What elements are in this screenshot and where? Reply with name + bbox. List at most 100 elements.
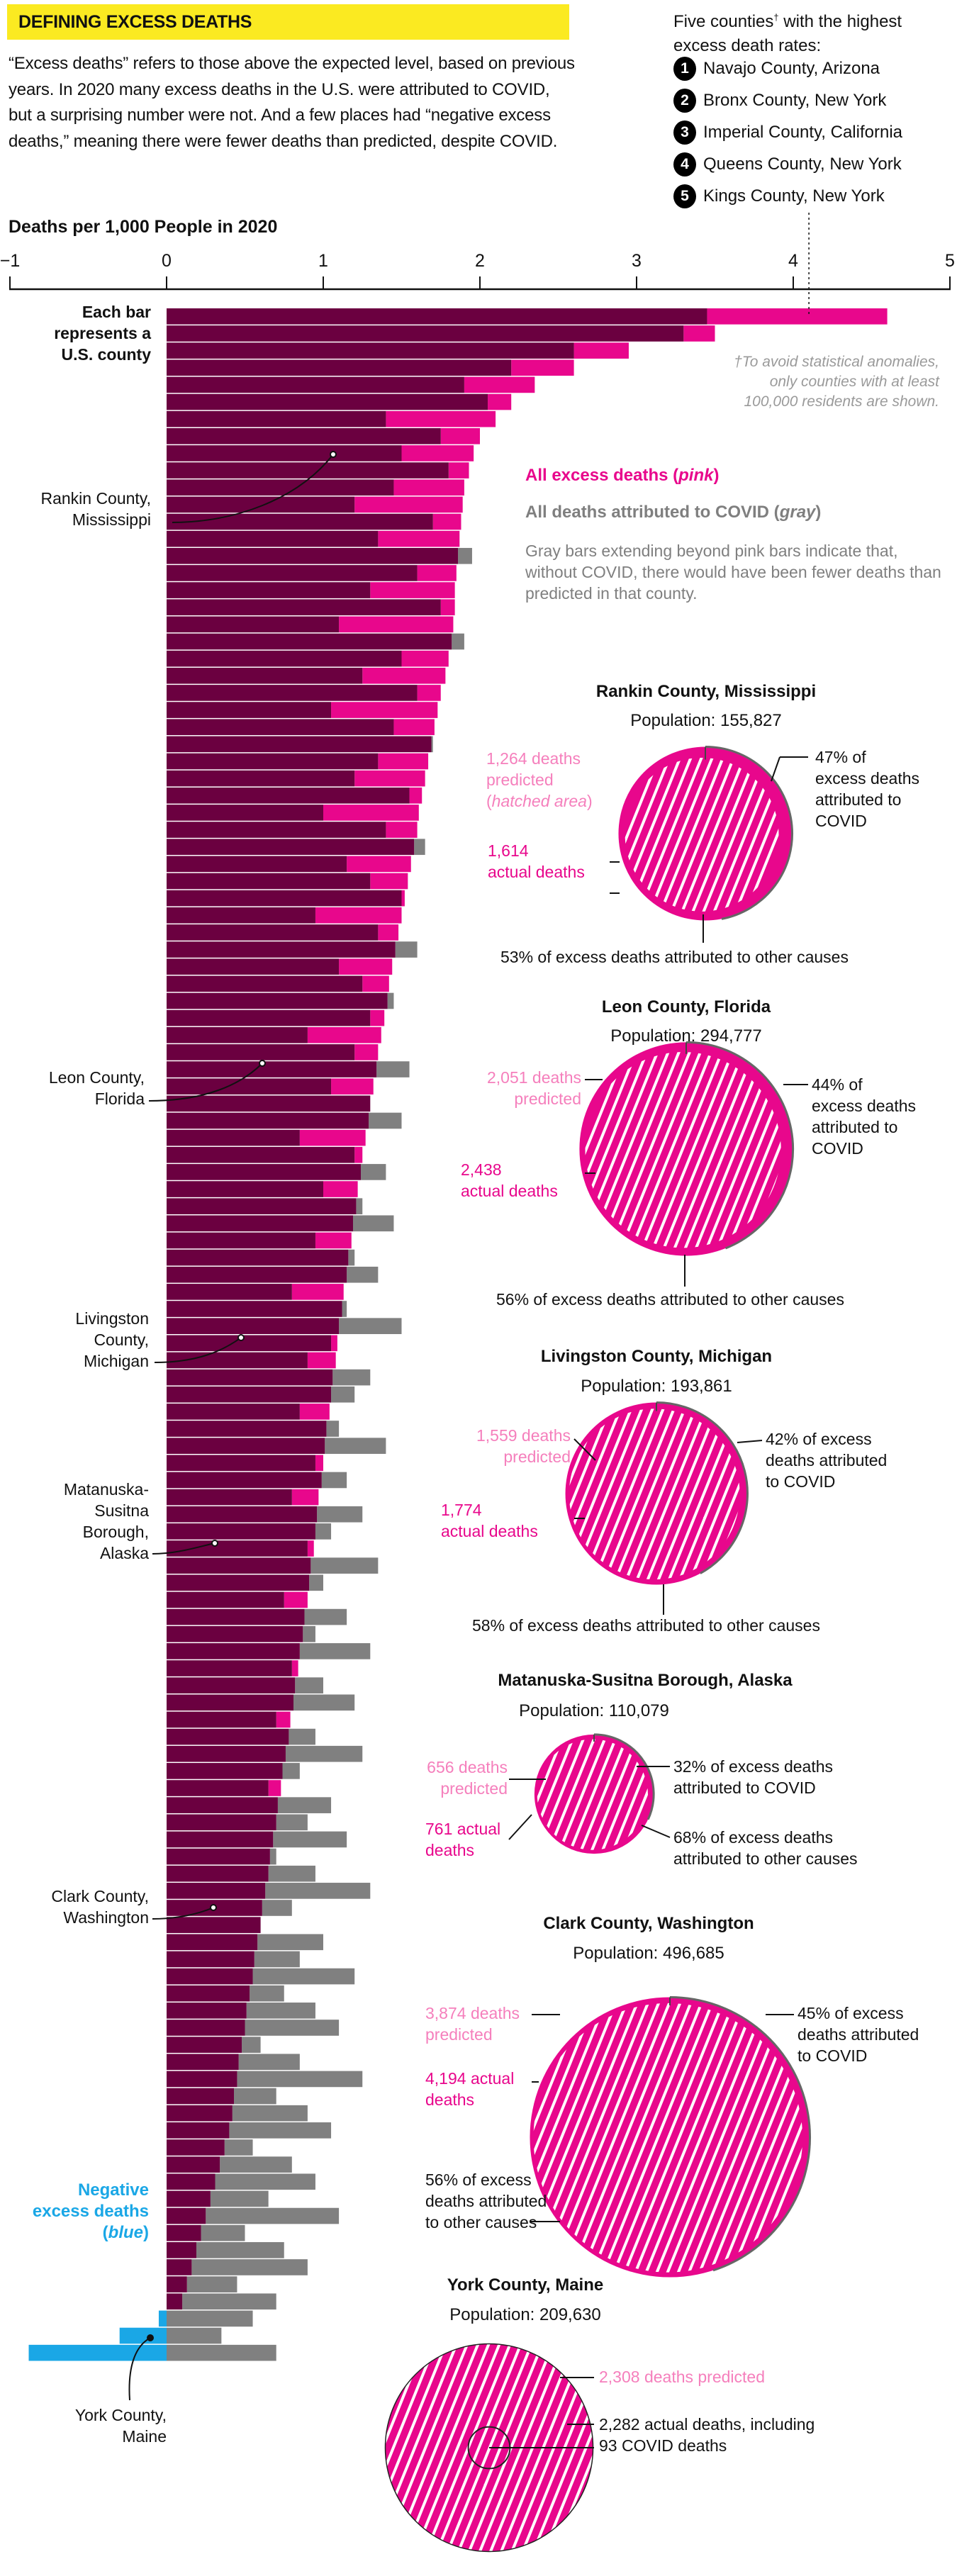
predicted-label: 1,264 deaths predicted (hatched area)	[486, 748, 593, 812]
top-five-title-a: Five counties	[673, 12, 774, 31]
covid-segment	[254, 1951, 300, 1968]
county-bar	[167, 530, 460, 547]
label-line: deaths attributed	[798, 2025, 919, 2044]
leader-clark	[152, 1907, 214, 1920]
county-population: Population: 155,827	[630, 711, 782, 730]
covid-segment	[356, 1198, 363, 1215]
x-tick-label: 5	[945, 251, 955, 271]
excess-segment	[370, 873, 408, 890]
excess-segment	[386, 410, 496, 427]
county-bar	[167, 907, 402, 924]
label-line: excess deaths	[815, 769, 920, 788]
label-line: 93 COVID deaths	[599, 2436, 727, 2455]
label-line: Washington	[63, 1908, 149, 1927]
county-bar	[167, 1472, 347, 1489]
overlap-segment	[167, 1540, 308, 1557]
excess-segment	[573, 342, 629, 359]
county-bar	[167, 2105, 308, 2122]
label-line: 1,559 deaths	[476, 1426, 571, 1445]
county-bar	[167, 2156, 292, 2173]
county-population: Population: 294,777	[610, 1026, 762, 1046]
rank-badge: 1	[673, 57, 696, 81]
footnote-line: only counties with at least	[769, 374, 939, 390]
footnote-line: †To avoid statistical anomalies,	[734, 354, 939, 370]
label-line: predicted	[440, 1779, 508, 1798]
county-bar	[167, 1900, 292, 1916]
county-bar	[167, 1421, 340, 1437]
x-tick-label: 1	[318, 251, 328, 271]
label-line: to other causes	[425, 2213, 537, 2231]
excess-segment	[683, 325, 715, 342]
county-bar	[167, 582, 455, 598]
covid-segment	[315, 1523, 332, 1540]
overlap-segment	[167, 1301, 342, 1317]
overlap-segment	[167, 1660, 292, 1676]
footnote-line: 100,000 residents are shown.	[744, 393, 939, 410]
axis-title: Deaths per 1,000 People in 2020	[9, 217, 278, 237]
covid-segment	[245, 2020, 340, 2036]
overlap-segment	[167, 359, 512, 376]
county-bar	[167, 2207, 340, 2224]
covid-segment	[242, 2037, 261, 2053]
county-bar	[167, 1301, 347, 1317]
label-line: attributed to	[815, 790, 902, 809]
county-bar	[167, 1146, 363, 1163]
excess-segment	[488, 393, 512, 410]
x-tick-label: −1	[0, 251, 21, 271]
county-bar	[167, 599, 455, 616]
actual-label: 761 actual deaths	[425, 1818, 500, 1861]
county-bar	[167, 2224, 245, 2241]
excess-segment	[440, 427, 480, 444]
county-bar	[167, 1625, 315, 1642]
circle-rankin	[618, 745, 793, 921]
covid-segment	[224, 2139, 253, 2156]
covid-segment	[352, 1215, 394, 1232]
overlap-segment	[167, 1318, 340, 1334]
overlap-segment	[167, 753, 379, 770]
actual-label: 4,194 actual deaths	[425, 2068, 514, 2110]
negative-segment	[158, 2310, 167, 2327]
county-bar	[167, 2037, 261, 2053]
excess-segment	[417, 565, 457, 581]
leader-rankin	[172, 454, 334, 523]
covid-segment	[252, 1968, 355, 1985]
county-bar	[167, 2088, 276, 2105]
label-line: COVID	[812, 1139, 863, 1158]
rank-badge: 2	[673, 89, 696, 113]
overlap-segment	[167, 2276, 187, 2292]
county-bar	[167, 1608, 347, 1625]
excess-segment	[354, 1146, 363, 1163]
county-bar	[28, 2344, 276, 2361]
county-population: Population: 110,079	[519, 1701, 669, 1720]
overlap-segment	[167, 2071, 237, 2088]
excess-segment	[291, 1660, 298, 1676]
county-bar	[167, 325, 715, 342]
covid-segment	[317, 1506, 363, 1523]
other-causes-label: 53% of excess deaths attributed to other…	[500, 948, 849, 966]
overlap-segment	[167, 1745, 286, 1762]
covid-segment	[250, 1985, 284, 2002]
county-bar	[167, 462, 469, 478]
county-bar	[167, 2054, 300, 2071]
overlap-segment	[167, 1677, 296, 1693]
county-bar	[167, 667, 446, 684]
label-matanuska: Matanuska- Susitna Borough, Alaska	[64, 1479, 149, 1564]
excess-segment	[707, 308, 888, 325]
excess-segment	[307, 1540, 314, 1557]
covid-segment	[282, 1763, 300, 1779]
covid-share-label: 32% of excess deaths attributed to COVID	[673, 1756, 833, 1798]
county-bar	[167, 2003, 315, 2019]
excess-segment	[464, 376, 535, 393]
negative-label: Negative excess deaths (blue)	[33, 2180, 149, 2244]
overlap-segment	[167, 1968, 253, 1985]
overlap-segment	[167, 1455, 315, 1472]
negative-segment	[28, 2344, 167, 2361]
county-bar	[167, 616, 454, 633]
overlap-segment	[167, 1763, 283, 1779]
overlap-segment	[167, 1728, 289, 1745]
predicted-label: 656 deaths predicted	[427, 1757, 508, 1799]
county-bar	[167, 1523, 332, 1540]
overlap-segment	[167, 1112, 369, 1129]
county-bar	[167, 975, 389, 992]
label-line: excess deaths	[32, 2202, 149, 2221]
